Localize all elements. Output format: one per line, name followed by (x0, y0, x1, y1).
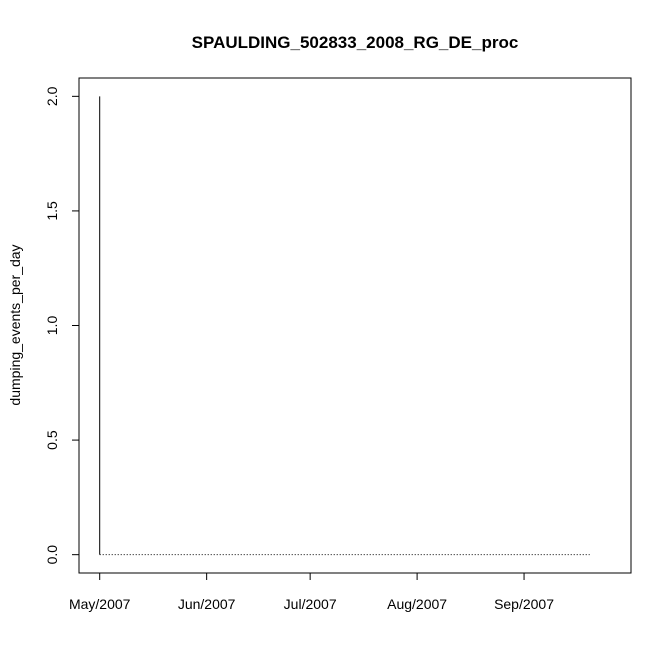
plot-frame (78, 77, 632, 574)
x-tick-label: Jun/2007 (178, 596, 236, 612)
x-tick-label: Sep/2007 (494, 596, 554, 612)
y-tick-label: 2.0 (44, 86, 60, 106)
x-axis: May/2007 Jun/2007 Jul/2007 Aug/2007 Sep/2007 (69, 572, 554, 612)
y-tick-label: 1.0 (44, 316, 60, 336)
y-tick-label: 1.5 (44, 201, 60, 221)
y-tick-label: 0.5 (44, 430, 60, 450)
x-tick-label: Jul/2007 (284, 596, 337, 612)
y-axis-label: dumping_events_per_day (7, 244, 23, 405)
x-tick-label: May/2007 (69, 596, 131, 612)
series-layer (99, 96, 590, 556)
chart-title: SPAULDING_502833_2008_RG_DE_proc (192, 33, 519, 52)
y-axis: 0.0 0.5 1.0 1.5 2.0 (44, 86, 80, 565)
x-tick-label: Aug/2007 (387, 596, 447, 612)
y-tick-label: 0.0 (44, 545, 60, 565)
